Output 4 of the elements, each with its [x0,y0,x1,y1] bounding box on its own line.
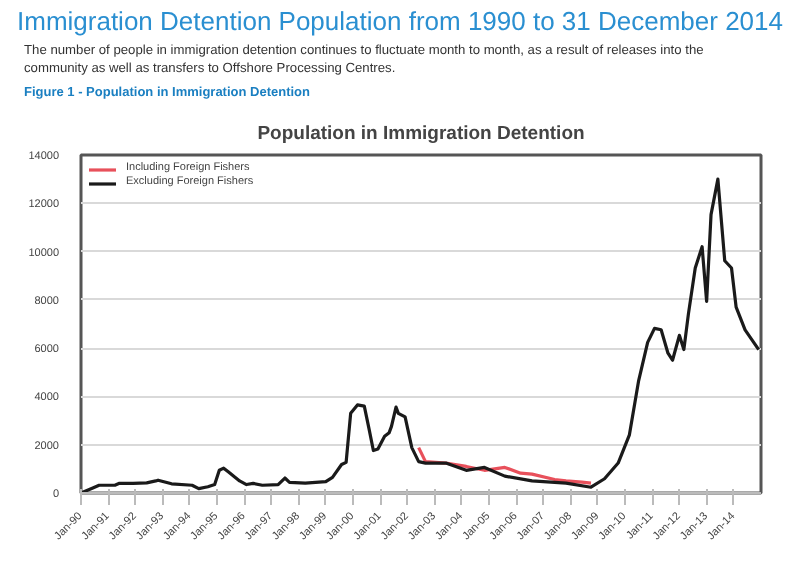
line-series [81,177,761,493]
chart-title: Immigration Detention Population from 1990 to 31 December 2014 [17,4,783,40]
text: Population in Immigration Detention [257,123,585,145]
line-series [417,446,593,485]
